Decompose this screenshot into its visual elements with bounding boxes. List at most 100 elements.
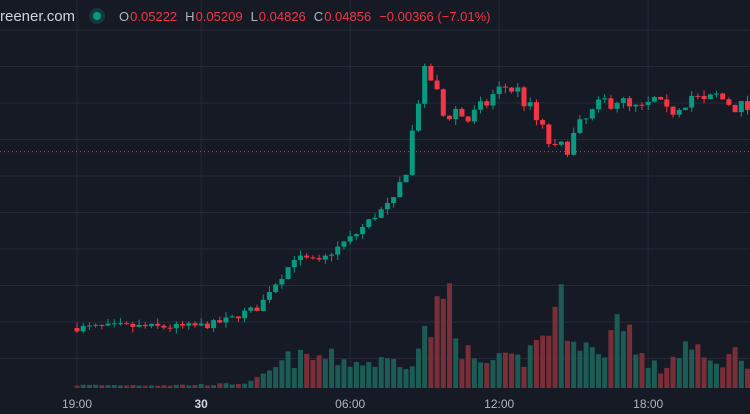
candle-body — [223, 317, 229, 323]
volume-bar — [620, 331, 626, 388]
candle-body — [571, 132, 577, 155]
candle-body — [546, 124, 552, 144]
volume-bar — [521, 366, 527, 388]
candle-body — [577, 119, 583, 133]
candle-body — [564, 141, 570, 155]
volume-bar — [124, 385, 130, 388]
candle-body — [372, 217, 378, 220]
volume-bar — [198, 383, 204, 388]
candle-body — [217, 320, 223, 323]
volume-bar — [478, 362, 484, 388]
candle-body — [440, 89, 446, 116]
candle-body — [465, 116, 471, 122]
candle-body — [639, 104, 645, 106]
candle-body — [471, 109, 477, 122]
close-label: C — [313, 8, 324, 24]
candle-body — [186, 323, 192, 326]
candle-body — [614, 102, 620, 109]
volume-bar — [142, 385, 148, 388]
volume-bar — [310, 360, 316, 388]
volume-bar — [515, 354, 521, 388]
candle-body — [533, 102, 539, 121]
volume-bar — [86, 384, 92, 388]
open-label: O — [119, 8, 130, 24]
candle-body — [664, 99, 670, 107]
volume-bar — [180, 384, 186, 388]
volume-bar — [384, 358, 390, 388]
volume-bar — [453, 338, 459, 388]
volume-bar — [397, 367, 403, 388]
volume-bar — [360, 365, 366, 388]
status-dot-icon — [89, 8, 106, 24]
volume-bar — [496, 353, 502, 388]
volume-bar — [602, 357, 608, 388]
volume-bar — [322, 359, 328, 388]
candle-body — [720, 93, 726, 100]
low-value: 0.04826 — [258, 8, 306, 24]
volume-bar — [577, 350, 583, 388]
candle-body — [403, 174, 409, 183]
candle-body — [329, 254, 335, 256]
candle-body — [322, 255, 328, 260]
candle-body — [297, 255, 304, 260]
candle-body — [341, 241, 347, 247]
volume-bar — [689, 349, 695, 388]
volume-bar — [676, 358, 682, 388]
volume-bar — [502, 352, 508, 388]
candle-body — [434, 80, 440, 90]
candle-body — [738, 101, 744, 113]
high-label: H — [185, 8, 195, 24]
volume-bar — [682, 341, 688, 388]
candle-body — [80, 325, 86, 332]
volume-bar — [552, 306, 558, 388]
candle-body — [415, 103, 421, 131]
x-tick-label: 06:00 — [335, 397, 365, 411]
volume-bar — [248, 380, 254, 388]
candle-body — [310, 257, 316, 259]
volume-bar — [471, 358, 477, 388]
volume-bar — [627, 324, 633, 388]
candle-body — [608, 98, 614, 109]
candle-body — [695, 95, 701, 97]
candle-body — [304, 255, 310, 258]
candle-body — [658, 97, 664, 100]
volume-bar — [372, 366, 378, 388]
volume-bar — [353, 361, 359, 388]
volume-bar — [192, 385, 198, 388]
volume-bar — [229, 384, 235, 388]
volume-bar — [366, 362, 372, 388]
candle-body — [111, 323, 117, 325]
volume-bar — [297, 349, 304, 388]
low-label: L — [250, 8, 258, 24]
candle-body — [509, 87, 515, 92]
candle-body — [676, 109, 682, 115]
candle-body — [142, 324, 148, 327]
candle-body — [446, 115, 453, 120]
volume-bar — [701, 357, 707, 388]
high-value: 0.05209 — [195, 8, 243, 24]
volume-bar — [167, 385, 173, 388]
candle-body — [353, 234, 359, 237]
volume-bar — [186, 385, 192, 388]
candle-body — [291, 259, 297, 268]
volume-bar — [670, 356, 676, 388]
candle-body — [633, 104, 639, 107]
candle-body — [428, 65, 434, 81]
volume-bar — [707, 360, 713, 388]
time-axis: 19:00 30 06:00 12:00 18:00 — [62, 397, 664, 411]
volume-bar — [235, 384, 241, 388]
volume-bar — [745, 368, 750, 388]
volume-bar — [583, 342, 589, 388]
candle-body — [620, 98, 626, 103]
candle-body — [347, 236, 353, 242]
volume-bar — [732, 347, 738, 388]
candle-body — [93, 324, 99, 326]
candle-body — [130, 323, 136, 327]
candle-body — [645, 101, 651, 105]
symbol-legend: reener.com O 0.05222 H 0.05209 L 0.04826… — [0, 6, 499, 26]
site-name: reener.com — [0, 7, 76, 25]
candle-body — [596, 99, 602, 110]
volume-bar — [291, 367, 297, 388]
volume-bar — [211, 385, 217, 388]
volume-bar — [664, 367, 670, 388]
